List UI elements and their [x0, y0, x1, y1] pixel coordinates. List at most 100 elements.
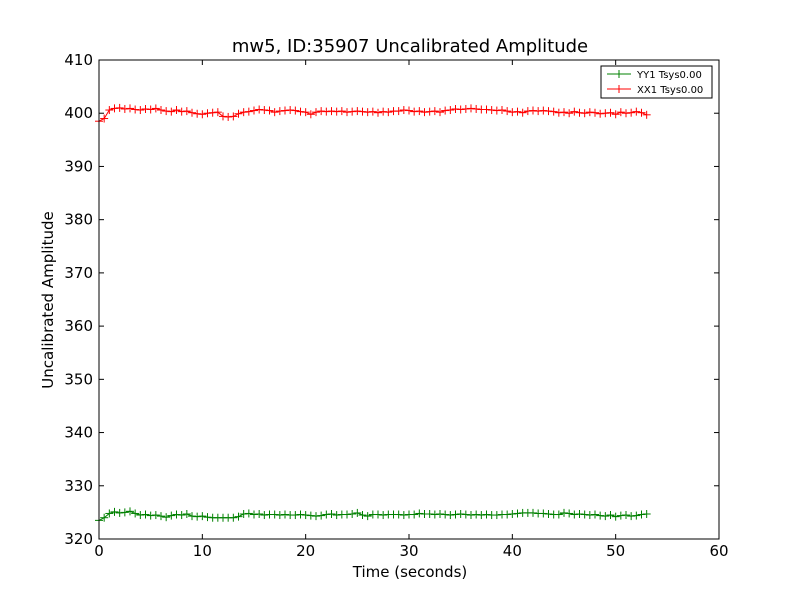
- data-point: [250, 510, 258, 519]
- data-point: [234, 109, 243, 118]
- data-point: [136, 511, 145, 520]
- data-point: [177, 511, 186, 520]
- data-point: [379, 511, 388, 520]
- data-point: [632, 511, 641, 520]
- data-point: [120, 508, 129, 517]
- y-tick-label: 330: [64, 477, 93, 495]
- data-point: [115, 508, 124, 517]
- data-point: [456, 509, 465, 518]
- data-point: [585, 108, 594, 117]
- data-point: [399, 511, 408, 520]
- data-point: [374, 510, 382, 519]
- data-point: [157, 512, 165, 521]
- data-point: [131, 509, 140, 518]
- data-point: [224, 112, 233, 121]
- data-point: [534, 107, 543, 116]
- data-point: [260, 511, 269, 520]
- data-point: [560, 508, 568, 517]
- data-point: [281, 510, 289, 519]
- data-point: [580, 510, 589, 519]
- data-point: [575, 108, 584, 117]
- data-point: [606, 108, 615, 117]
- data-point: [379, 107, 388, 116]
- data-point: [291, 511, 300, 520]
- data-point: [425, 107, 434, 116]
- x-axis-label: Time (seconds): [352, 563, 468, 581]
- data-point: [368, 107, 377, 116]
- data-point: [363, 512, 372, 521]
- data-point: [492, 106, 501, 115]
- legend: YY1 Tsys0.00 XX1 Tsys0.00: [600, 65, 713, 99]
- data-point: [146, 105, 155, 114]
- data-point: [126, 104, 134, 113]
- data-point: [642, 110, 651, 119]
- data-point: [622, 511, 630, 520]
- data-point: [188, 108, 196, 117]
- data-point: [627, 512, 636, 521]
- data-point: [394, 107, 403, 116]
- x-tick-label: 60: [709, 542, 728, 560]
- data-point: [451, 104, 460, 113]
- data-point: [208, 108, 217, 117]
- data-point: [157, 106, 165, 115]
- data-point: [332, 107, 341, 116]
- data-point: [131, 105, 140, 114]
- series-1: [95, 103, 651, 126]
- data-point: [446, 106, 455, 115]
- data-point: [198, 110, 207, 119]
- data-point: [492, 511, 501, 520]
- x-tick-label: 0: [94, 542, 104, 560]
- y-tick-label: 320: [64, 530, 93, 548]
- data-point: [498, 106, 506, 115]
- data-point: [554, 108, 563, 117]
- data-point: [203, 109, 212, 118]
- data-point: [477, 511, 486, 520]
- data-point: [167, 511, 176, 520]
- data-point: [451, 510, 460, 519]
- data-point: [627, 108, 636, 117]
- data-point: [213, 108, 222, 117]
- data-point: [151, 511, 160, 520]
- data-point: [508, 509, 517, 518]
- y-tick-label: 340: [64, 424, 93, 442]
- data-point: [420, 108, 429, 117]
- legend-entry: YY1 Tsys0.00: [607, 70, 702, 81]
- x-tick-label: 40: [503, 542, 522, 560]
- legend-entry: XX1 Tsys0.00: [607, 85, 703, 96]
- data-point: [575, 509, 584, 518]
- data-point: [611, 512, 620, 521]
- axis-ticks: 0 10 20 30 40 50 60 320 330 340 350 360 370 380 390 400…: [64, 51, 728, 560]
- data-point: [358, 511, 367, 520]
- data-point: [270, 510, 279, 519]
- data-point: [415, 509, 424, 518]
- data-point: [141, 510, 150, 519]
- data-point: [348, 509, 357, 518]
- data-point: [332, 511, 341, 520]
- data-point: [229, 112, 238, 121]
- data-point: [146, 511, 155, 520]
- data-point: [343, 108, 351, 117]
- data-point: [425, 509, 434, 518]
- data-point: [436, 509, 444, 518]
- data-point: [322, 510, 331, 519]
- data-point: [265, 106, 274, 115]
- data-point: [596, 109, 605, 118]
- data-point: [322, 107, 331, 116]
- data-point: [286, 106, 295, 115]
- x-tick-label: 30: [399, 542, 418, 560]
- data-point: [343, 510, 351, 519]
- data-point: [565, 109, 574, 118]
- data-point: [637, 510, 646, 519]
- data-point: [105, 106, 114, 115]
- data-point: [312, 512, 320, 521]
- data-point: [544, 509, 553, 518]
- data-point: [337, 107, 346, 116]
- data-point: [601, 109, 610, 118]
- data-point: [358, 107, 367, 116]
- data-point: [250, 106, 258, 115]
- data-point: [255, 105, 264, 114]
- data-point: [384, 108, 393, 117]
- data-point: [544, 107, 553, 116]
- data-point: [430, 107, 439, 116]
